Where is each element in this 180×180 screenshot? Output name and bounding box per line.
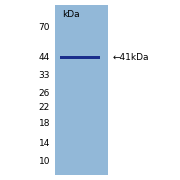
Text: 14: 14	[39, 138, 50, 147]
Bar	[55, 5, 108, 175]
Text: 33: 33	[39, 71, 50, 80]
Text: 18: 18	[39, 118, 50, 127]
Text: kDa: kDa	[62, 10, 80, 19]
Text: 26: 26	[39, 89, 50, 98]
Text: ←41kDa: ←41kDa	[113, 53, 150, 62]
Text: 44: 44	[39, 53, 50, 62]
Text: 22: 22	[39, 102, 50, 111]
Text: 70: 70	[39, 22, 50, 32]
Bar	[60, 55, 100, 58]
Text: 10: 10	[39, 156, 50, 165]
